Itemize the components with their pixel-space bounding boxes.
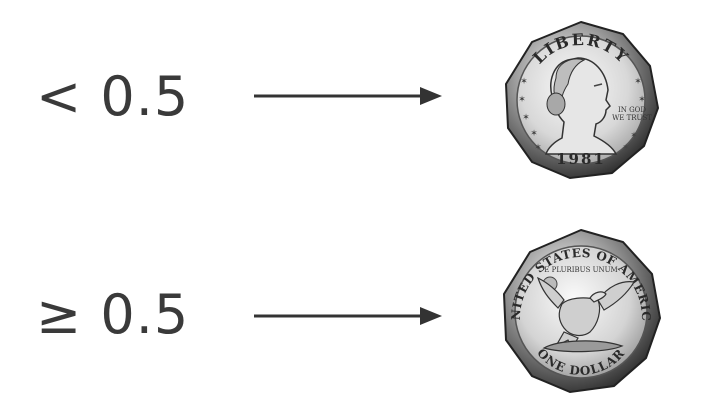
coin-motto: E PLURIBUS UNUM	[544, 266, 617, 274]
svg-text:✶: ✶	[634, 77, 642, 87]
svg-text:✶: ✶	[522, 113, 530, 123]
svg-text:✶: ✶	[534, 143, 542, 153]
motto-line1: IN GOD	[618, 106, 646, 114]
motto-line2: WE TRUST	[612, 114, 652, 122]
arrow-right-icon	[254, 307, 442, 325]
threshold-label-high: ≥ 0.5	[36, 283, 190, 346]
threshold-label-low: < 0.5	[36, 65, 190, 128]
coin-tails-icon: UNITED STATES OF AMERICA E PLURIBUS UNUM…	[498, 228, 662, 394]
svg-text:✶: ✶	[518, 95, 526, 105]
coin-heads-icon: ✶✶✶ ✶✶✶ ✶✶✶ LIBERTY IN GOD WE TRUST 1981	[504, 20, 660, 180]
coin-year: 1981	[556, 150, 606, 168]
svg-text:✶: ✶	[622, 143, 630, 153]
svg-text:✶: ✶	[638, 95, 646, 105]
arrow-right-icon	[254, 87, 442, 105]
svg-text:✶: ✶	[520, 77, 528, 87]
portrait-icon	[544, 57, 618, 155]
svg-text:✶: ✶	[630, 131, 638, 141]
svg-text:✶: ✶	[530, 129, 538, 139]
eagle-icon	[536, 276, 635, 353]
